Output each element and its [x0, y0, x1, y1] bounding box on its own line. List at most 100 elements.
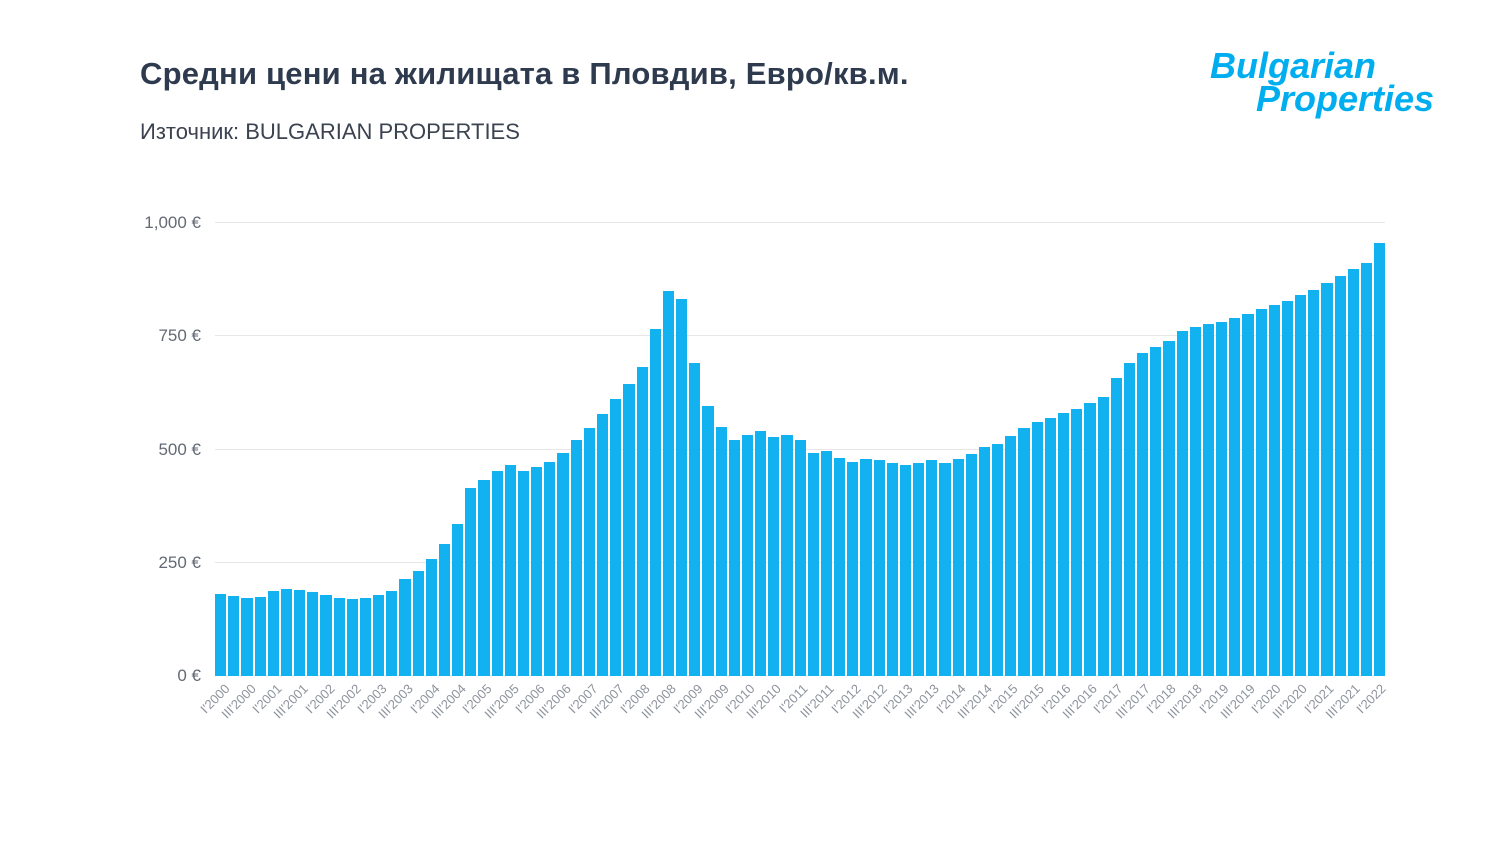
chart-title: Средни цени на жилищата в Пловдив, Евро/… [140, 56, 909, 91]
gridline-1000 [215, 222, 1385, 223]
bar-IV'2006 [570, 440, 582, 676]
bar-II'2001 [280, 589, 293, 676]
bar-III'2003 [399, 578, 411, 676]
bar-I'2020 [1268, 304, 1280, 676]
bar-series [215, 223, 1386, 676]
bar-II'2015 [1018, 427, 1030, 676]
bar-I'2016 [1058, 413, 1070, 676]
bar-II'2013 [913, 463, 925, 676]
bar-IV'2010 [781, 435, 793, 676]
bar-III'2019 [1242, 313, 1254, 676]
bar-III'2002 [346, 599, 358, 676]
bar-I'2004 [425, 559, 437, 676]
bar-III'2021 [1347, 269, 1359, 676]
bar-I'2012 [847, 462, 859, 676]
bar-I'2021 [1321, 282, 1333, 676]
y-tick-label: 1,000 € [144, 213, 201, 232]
bar-IV'2018 [1202, 324, 1215, 676]
bar-II'2008 [649, 329, 661, 676]
bar-IV'2020 [1308, 290, 1320, 676]
bar-II'2005 [491, 471, 503, 676]
bar-IV'2019 [1255, 309, 1267, 676]
y-tick-label: 250 € [158, 552, 201, 572]
bar-I'2008 [636, 367, 648, 676]
bar-II'2021 [1334, 276, 1346, 676]
bar-IV'2017 [1150, 347, 1162, 676]
bar-I'2014 [952, 458, 964, 676]
bar-IV'2011 [834, 457, 846, 676]
bar-I'2019 [1216, 321, 1228, 676]
bar-II'2006 [544, 462, 556, 676]
bulgarian-properties-logo: Bulgarian Properties [1210, 48, 1434, 116]
bar-III'2009 [715, 426, 727, 676]
gridline-750 [215, 335, 1385, 337]
bar-I'2018 [1163, 340, 1175, 676]
bar-II'2000 [228, 596, 240, 676]
bar-II'2007 [596, 414, 609, 676]
y-tick-label: 750 € [158, 326, 201, 346]
bar-IV'2005 [517, 471, 530, 676]
bar-I'2017 [1110, 377, 1122, 676]
bar-IV'2012 [886, 463, 898, 676]
bar-IV'2003 [412, 570, 424, 676]
bar-III'2001 [294, 589, 306, 676]
bar-III'2004 [452, 524, 464, 676]
y-tick-label: 0 € [177, 666, 201, 685]
bar-I'2001 [267, 590, 279, 676]
y-tick-label: 500 € [158, 439, 201, 459]
bar-III'2010 [768, 437, 780, 676]
bar-II'2017 [1123, 363, 1136, 676]
bar-III'2018 [1189, 327, 1201, 676]
bar-II'2004 [438, 543, 451, 676]
bar-IV'2009 [728, 439, 740, 676]
bar-I'2015 [1005, 435, 1017, 676]
bar-I'2022 [1374, 243, 1386, 676]
bar-III'2012 [873, 460, 885, 676]
bar-II'2003 [386, 590, 398, 676]
bar-I'2006 [531, 466, 543, 676]
bar-I'2003 [373, 595, 385, 676]
bar-I'2009 [689, 363, 701, 676]
bar-III'2008 [662, 290, 675, 676]
bar-IV'2008 [676, 299, 688, 676]
bar-IV'2001 [307, 591, 319, 676]
bar-chart-plot-area: 0 € 250 € 500 € 750 € 1,000 € I'2000 III'2000… [144, 213, 1389, 721]
bar-II'2010 [755, 431, 767, 676]
bar-III'2005 [504, 465, 516, 676]
bar-I'2011 [794, 440, 806, 676]
bar-II'2018 [1176, 330, 1188, 676]
x-axis-labels: I'2000 III'2000 I'2001 III'2001 I'2002 III'20… [196, 681, 1390, 722]
bar-III'2006 [557, 453, 569, 676]
bar-I'2010 [741, 435, 754, 676]
bar-I'2000 [215, 594, 227, 676]
bar-IV'2021 [1360, 262, 1373, 676]
bar-III'2017 [1137, 352, 1149, 676]
bar-III'2013 [926, 460, 938, 676]
bar-IV'2004 [465, 488, 477, 676]
bar-II'2014 [965, 454, 977, 676]
bar-IV'2013 [939, 463, 951, 676]
bar-I'2002 [320, 595, 332, 676]
bar-IV'2014 [992, 444, 1004, 676]
bar-III'2016 [1084, 403, 1096, 676]
bar-IV'2007 [623, 383, 635, 676]
bar-II'2016 [1071, 408, 1083, 676]
bar-I'2007 [583, 427, 595, 676]
bar-II'2019 [1229, 318, 1241, 676]
header: Средни цени на жилищата в Пловдив, Евро/… [140, 56, 909, 145]
bar-IV'2015 [1044, 417, 1056, 676]
bar-I'2005 [478, 480, 490, 676]
bar-II'2002 [333, 598, 345, 676]
bar-IV'2000 [254, 597, 266, 676]
bar-III'2020 [1295, 295, 1307, 676]
bar-I'2013 [899, 464, 912, 676]
bar-III'2014 [978, 447, 991, 676]
bar-III'2007 [610, 398, 622, 676]
bar-II'2020 [1281, 300, 1294, 676]
bar-III'2011 [820, 451, 833, 676]
chart-source: Източник: BULGARIAN PROPERTIES [140, 119, 520, 144]
bar-II'2009 [702, 406, 714, 676]
bar-II'2012 [860, 458, 872, 676]
bar-IV'2016 [1097, 396, 1109, 676]
